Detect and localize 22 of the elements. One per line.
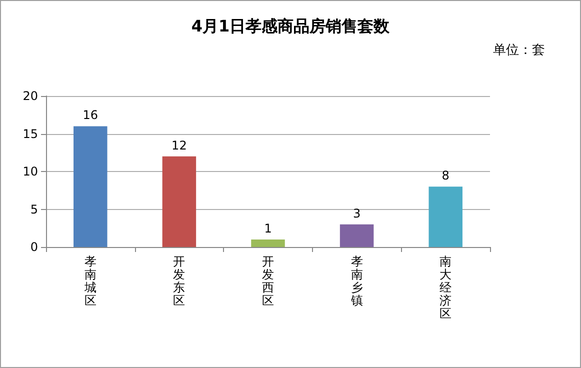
x-tick-label: 开发西区 xyxy=(262,254,274,308)
data-label: 16 xyxy=(82,108,98,122)
bar xyxy=(74,126,108,247)
y-tick-label: 20 xyxy=(22,89,38,103)
y-tick-label: 0 xyxy=(30,240,38,254)
bar xyxy=(428,186,462,247)
text: 单位：套 xyxy=(493,43,545,58)
bar xyxy=(251,239,285,247)
y-tick-label: 10 xyxy=(22,164,38,178)
x-tick-label: 孝南乡镇 xyxy=(350,254,363,308)
data-label: 8 xyxy=(442,168,450,183)
x-tick-label: 南大经济区 xyxy=(440,254,452,320)
data-label: 3 xyxy=(352,206,361,220)
y-tick-label: 15 xyxy=(22,126,38,141)
chart-title: 4月1日孝感商品房销售套数 xyxy=(191,16,391,36)
x-tick-label: 开发东区 xyxy=(173,254,186,308)
bar xyxy=(162,156,196,247)
x-tick-label: 孝南城区 xyxy=(83,254,96,308)
bar xyxy=(340,224,374,247)
data-label: 1 xyxy=(264,221,272,236)
data-label: 12 xyxy=(172,138,187,152)
y-tick-label: 5 xyxy=(30,202,38,216)
